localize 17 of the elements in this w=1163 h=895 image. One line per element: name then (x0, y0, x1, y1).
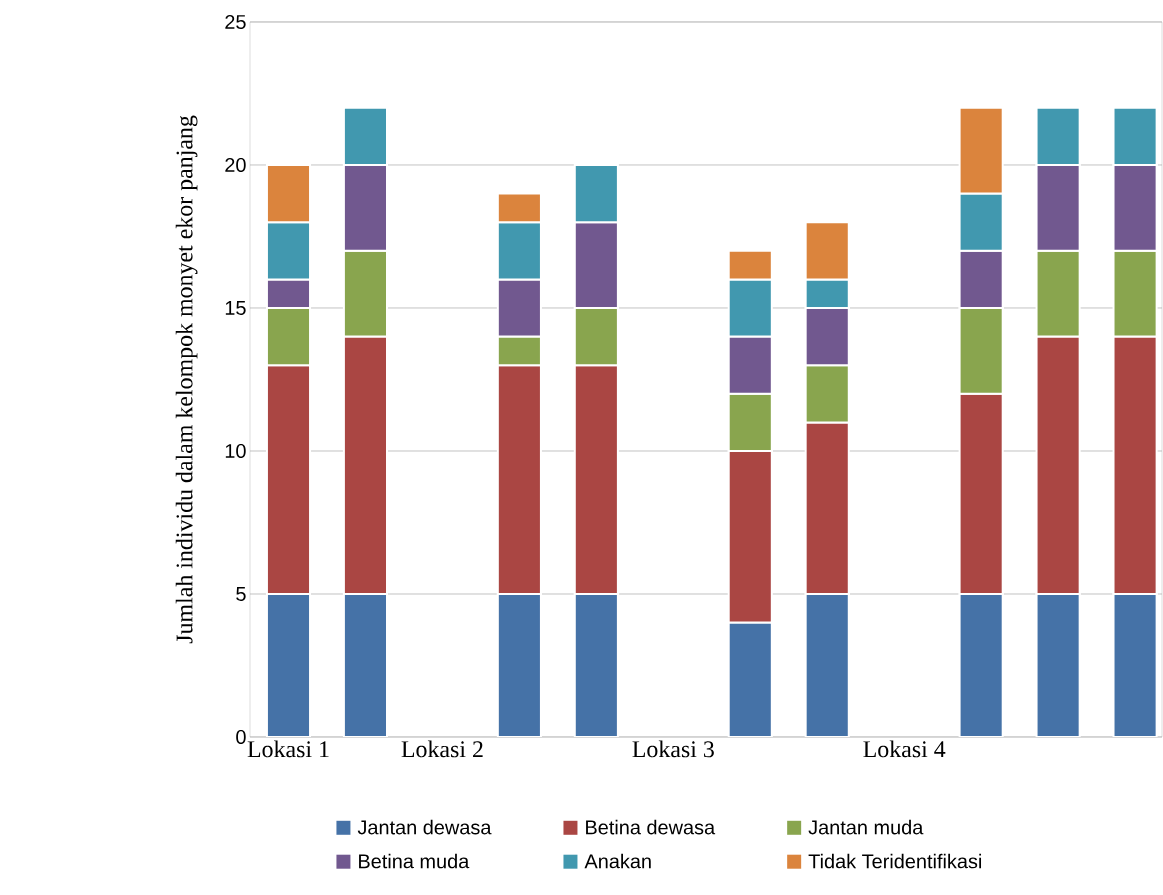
legend-label: Jantan muda (808, 819, 924, 835)
x-tick-label: Lokasi 4 (863, 740, 946, 758)
x-tick-label: Lokasi 3 (632, 740, 714, 758)
y-tick-label: 0 (236, 729, 246, 745)
x-tick-label: Lokasi 2 (401, 740, 483, 758)
legend-label: Betina dewasa (586, 819, 716, 835)
legend-label: Tidak Teridentifikasi (808, 853, 982, 869)
legend-label: Anakan (584, 853, 651, 869)
y-tick-label: 15 (225, 301, 246, 315)
y-axis-title: Jumlah individu dalam kelompok monyet ekor panjang (175, 115, 198, 644)
legend-label: Jantan dewasa (357, 819, 492, 835)
y-tick-label: 20 (225, 157, 246, 173)
y-tick-label: 25 (225, 14, 246, 30)
x-tick-label: Lokasi 1 (247, 740, 329, 758)
legend-label: Betina muda (359, 853, 470, 869)
y-tick-label: 5 (236, 587, 246, 601)
y-tick-label: 10 (225, 443, 246, 459)
